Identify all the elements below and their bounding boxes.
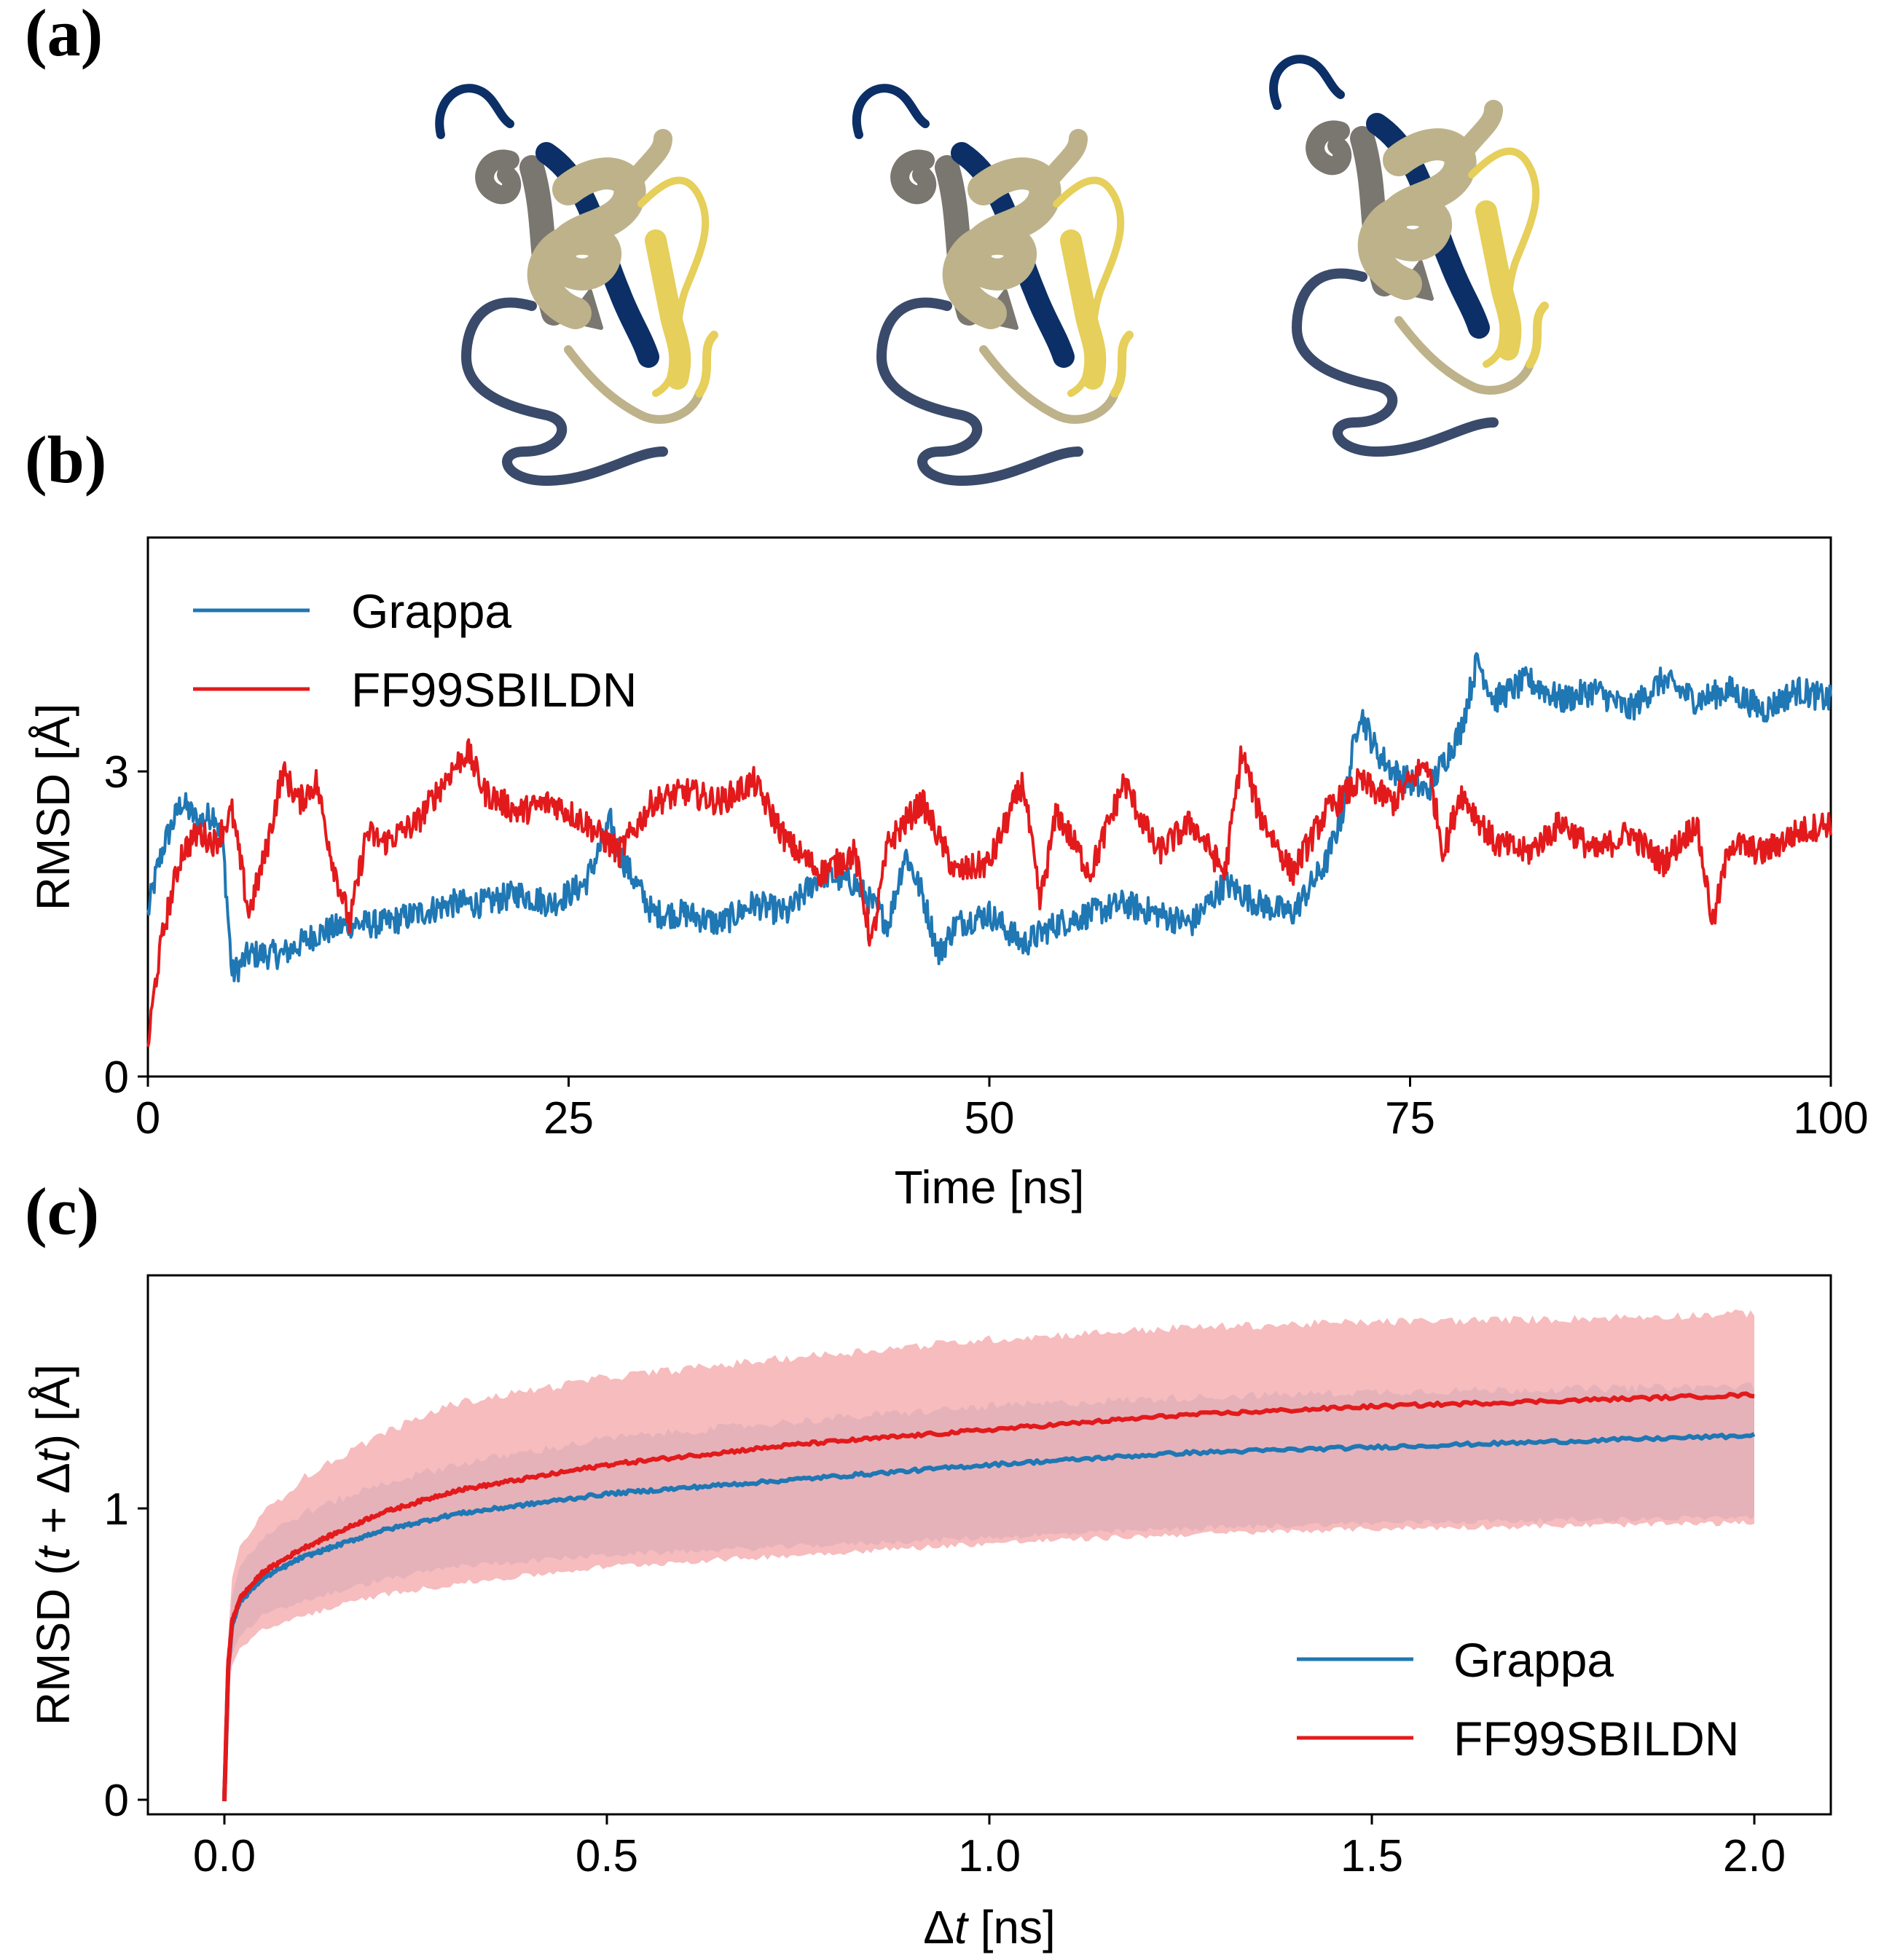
panel-label-a: (a) xyxy=(25,0,103,70)
rmsd-time-chart: 0 25 50 75 100 03 Time [ns] RMSD [Å] Grappa … xyxy=(27,536,1869,1213)
ribbon-segment xyxy=(852,84,930,139)
x-axis-title-c: Δt [ns] xyxy=(923,1901,1055,1953)
panel-label-b: (b) xyxy=(25,422,107,497)
ribbon-segment xyxy=(1526,302,1549,369)
ribbon-segment xyxy=(1110,331,1134,398)
protein-structure-3 xyxy=(1269,55,1549,457)
y-ticks-c: 01 xyxy=(104,1484,148,1826)
y-tick-label: 3 xyxy=(104,747,129,798)
ribbon-segment xyxy=(475,149,522,205)
x-tick-label: 1.0 xyxy=(958,1831,1021,1881)
legend-c: Grappa FF99SBILDN xyxy=(1297,1633,1739,1766)
band-ff99sbildn xyxy=(224,1309,1754,1800)
ribbon-segment xyxy=(564,345,704,424)
series-line-grappa xyxy=(222,1432,1756,1802)
ribbon-segment xyxy=(890,149,937,205)
x-tick-label: 50 xyxy=(965,1093,1015,1144)
legend-c-grappa-label: Grappa xyxy=(1453,1633,1614,1687)
x-tick-label: 25 xyxy=(543,1093,594,1144)
protein-structure-1 xyxy=(435,84,718,486)
legend-b-ff99-label: FF99SBILDN xyxy=(351,663,637,717)
protein-structures xyxy=(435,55,1549,486)
ribbon-segment xyxy=(1306,120,1352,176)
ribbon-segment xyxy=(1468,147,1540,368)
y-axis-title-b: RMSD [Å] xyxy=(27,704,79,910)
rmsd-delta-chart: 0.0 0.5 1.0 1.5 2.0 01 Δt [ns] RMSD (t + Δt)… xyxy=(27,1274,1832,1953)
x-tick-label: 0.0 xyxy=(193,1831,256,1881)
ribbon-segment xyxy=(435,84,514,139)
x-axis-title-b: Time [ns] xyxy=(895,1161,1085,1213)
x-tick-label: 1.5 xyxy=(1341,1831,1403,1881)
ribbon-segment xyxy=(695,331,718,398)
protein-structure-2 xyxy=(852,84,1134,486)
bands-group-c xyxy=(224,1309,1754,1800)
panel-label-c: (c) xyxy=(25,1174,100,1248)
y-ticks-b: 03 xyxy=(104,747,148,1103)
ribbon-segment xyxy=(637,176,710,397)
ribbon-segment xyxy=(1394,316,1534,395)
legend-b-grappa-label: Grappa xyxy=(351,584,511,638)
ribbon-segment xyxy=(617,129,672,199)
x-ticks-b: 0 25 50 75 100 xyxy=(136,1077,1869,1144)
ribbon-segment xyxy=(1269,55,1345,110)
ribbon-segment xyxy=(1053,176,1125,397)
x-tick-label: 100 xyxy=(1793,1093,1868,1144)
ribbon-segment xyxy=(876,297,1083,486)
ribbon-segment xyxy=(979,345,1119,424)
ribbon-segment xyxy=(1032,129,1088,199)
y-tick-label: 0 xyxy=(104,1776,129,1826)
x-tick-label: 75 xyxy=(1385,1093,1435,1144)
series-group-b xyxy=(146,652,1832,1047)
x-ticks-c: 0.0 0.5 1.0 1.5 2.0 xyxy=(193,1814,1786,1881)
y-tick-label: 1 xyxy=(104,1484,129,1535)
series-group-c xyxy=(222,1391,1756,1802)
ribbon-segment xyxy=(1292,268,1499,457)
y-axis-title-c: RMSD (t + Δt) [Å] xyxy=(27,1364,79,1725)
series-line-grappa xyxy=(146,652,1832,983)
x-tick-label: 0 xyxy=(136,1093,160,1144)
ribbon-segment xyxy=(1448,100,1503,170)
series-line-ff99sbildn xyxy=(146,738,1832,1047)
series-line-ff99sbildn xyxy=(222,1391,1755,1802)
y-tick-label: 0 xyxy=(104,1052,129,1103)
x-tick-label: 2.0 xyxy=(1723,1831,1786,1881)
legend-c-ff99-label: FF99SBILDN xyxy=(1453,1712,1739,1766)
x-tick-label: 0.5 xyxy=(576,1831,638,1881)
legend-b: Grappa FF99SBILDN xyxy=(193,584,637,717)
ribbon-segment xyxy=(461,297,668,486)
